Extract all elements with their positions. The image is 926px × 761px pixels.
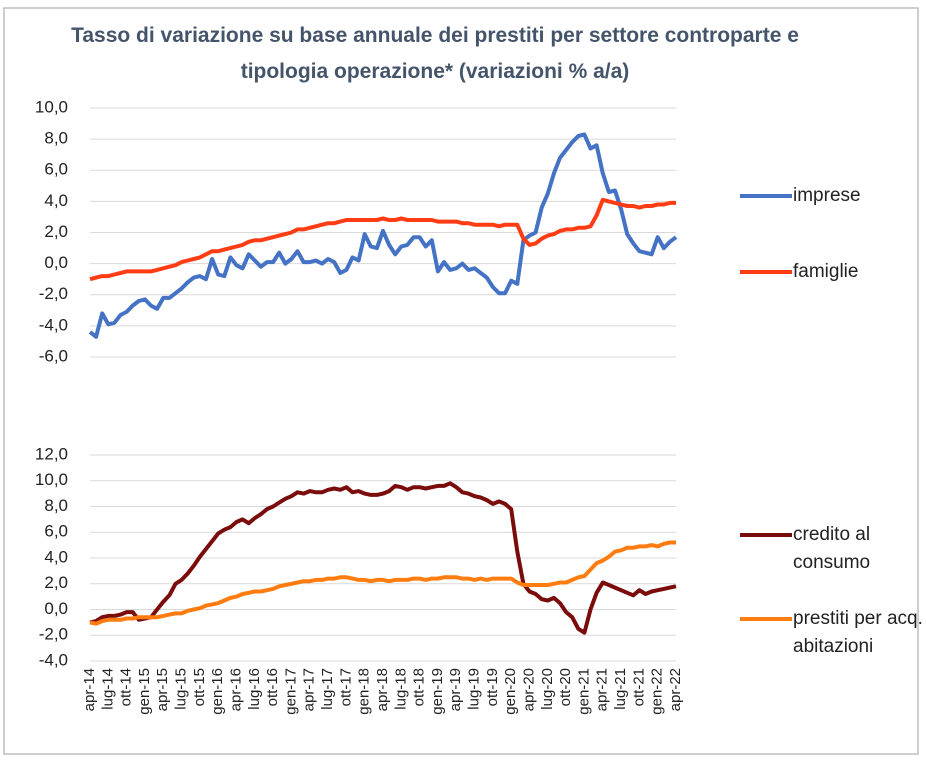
y-tick-label: 0,0 <box>44 253 68 272</box>
x-tick-label: ott-20 <box>557 668 574 706</box>
x-tick-label: ott-16 <box>264 668 281 706</box>
x-tick-label: gen-15 <box>136 668 153 715</box>
series-line <box>89 197 676 282</box>
series-line <box>89 481 677 635</box>
x-tick-label: ott-15 <box>191 668 208 706</box>
x-tick-label: lug-19 <box>466 668 483 710</box>
x-tick-label: apr-19 <box>447 668 464 711</box>
y-tick-label: 10,0 <box>35 470 68 489</box>
series-line <box>89 540 676 626</box>
x-tick-label: lug-15 <box>173 668 190 710</box>
x-tick-label: gen-16 <box>209 668 226 715</box>
y-tick-label: -4,0 <box>39 315 68 334</box>
legend-label: famiglie <box>793 261 859 282</box>
y-tick-label: 0,0 <box>44 599 68 618</box>
x-tick-label: gen-19 <box>429 668 446 715</box>
x-tick-label: lug-16 <box>246 668 263 710</box>
legend-label: credito al consumo <box>793 524 871 573</box>
x-tick-label: lug-17 <box>319 668 336 710</box>
y-tick-label: 2,0 <box>44 222 68 241</box>
x-tick-label: lug-20 <box>539 668 556 710</box>
chart-title: Tasso di variazione su base annuale dei … <box>71 24 799 83</box>
x-tick-label: ott-18 <box>411 668 428 706</box>
y-tick-label: -2,0 <box>39 625 68 644</box>
x-tick-label: apr-17 <box>301 668 318 711</box>
y-tick-label: 8,0 <box>44 129 68 148</box>
y-tick-label: 12,0 <box>35 444 68 463</box>
x-tick-label: ott-17 <box>337 668 354 706</box>
x-tick-label: gen-20 <box>502 668 519 715</box>
x-tick-label: apr-15 <box>154 668 171 711</box>
y-tick-label: -2,0 <box>39 284 68 303</box>
x-tick-label: gen-22 <box>649 668 666 715</box>
y-tick-label: 10,0 <box>35 97 68 116</box>
x-tick-label: gen-21 <box>575 668 592 715</box>
legend-label: imprese <box>793 185 861 206</box>
y-tick-label: 4,0 <box>44 191 68 210</box>
x-tick-label: apr-18 <box>374 668 391 711</box>
y-tick-label: -4,0 <box>39 650 68 669</box>
x-tick-label: apr-22 <box>667 668 684 711</box>
frame <box>3 7 919 755</box>
x-tick-label: lug-21 <box>612 668 629 710</box>
x-tick-label: apr-21 <box>594 668 611 711</box>
x-tick-label: ott-21 <box>630 668 647 706</box>
y-tick-label: 6,0 <box>44 160 68 179</box>
x-tick-label: apr-20 <box>520 668 537 711</box>
legend-label: prestiti per acq. abitazioni <box>793 608 923 657</box>
x-tick-label: lug-18 <box>392 668 409 710</box>
y-tick-label: 8,0 <box>44 496 68 515</box>
y-tick-label: 2,0 <box>44 573 68 592</box>
x-tick-label: apr-14 <box>81 668 98 711</box>
x-tick-label: ott-19 <box>484 668 501 706</box>
x-tick-label: ott-14 <box>118 668 135 706</box>
x-tick-label: gen-17 <box>282 668 299 715</box>
x-tick-label: gen-18 <box>356 668 373 715</box>
y-tick-label: 4,0 <box>44 547 68 566</box>
x-tick-label: apr-16 <box>227 668 244 711</box>
y-tick-label: -6,0 <box>39 346 68 365</box>
x-tick-label: lug-14 <box>99 668 116 710</box>
y-tick-label: 6,0 <box>44 522 68 541</box>
series-line <box>88 132 678 339</box>
